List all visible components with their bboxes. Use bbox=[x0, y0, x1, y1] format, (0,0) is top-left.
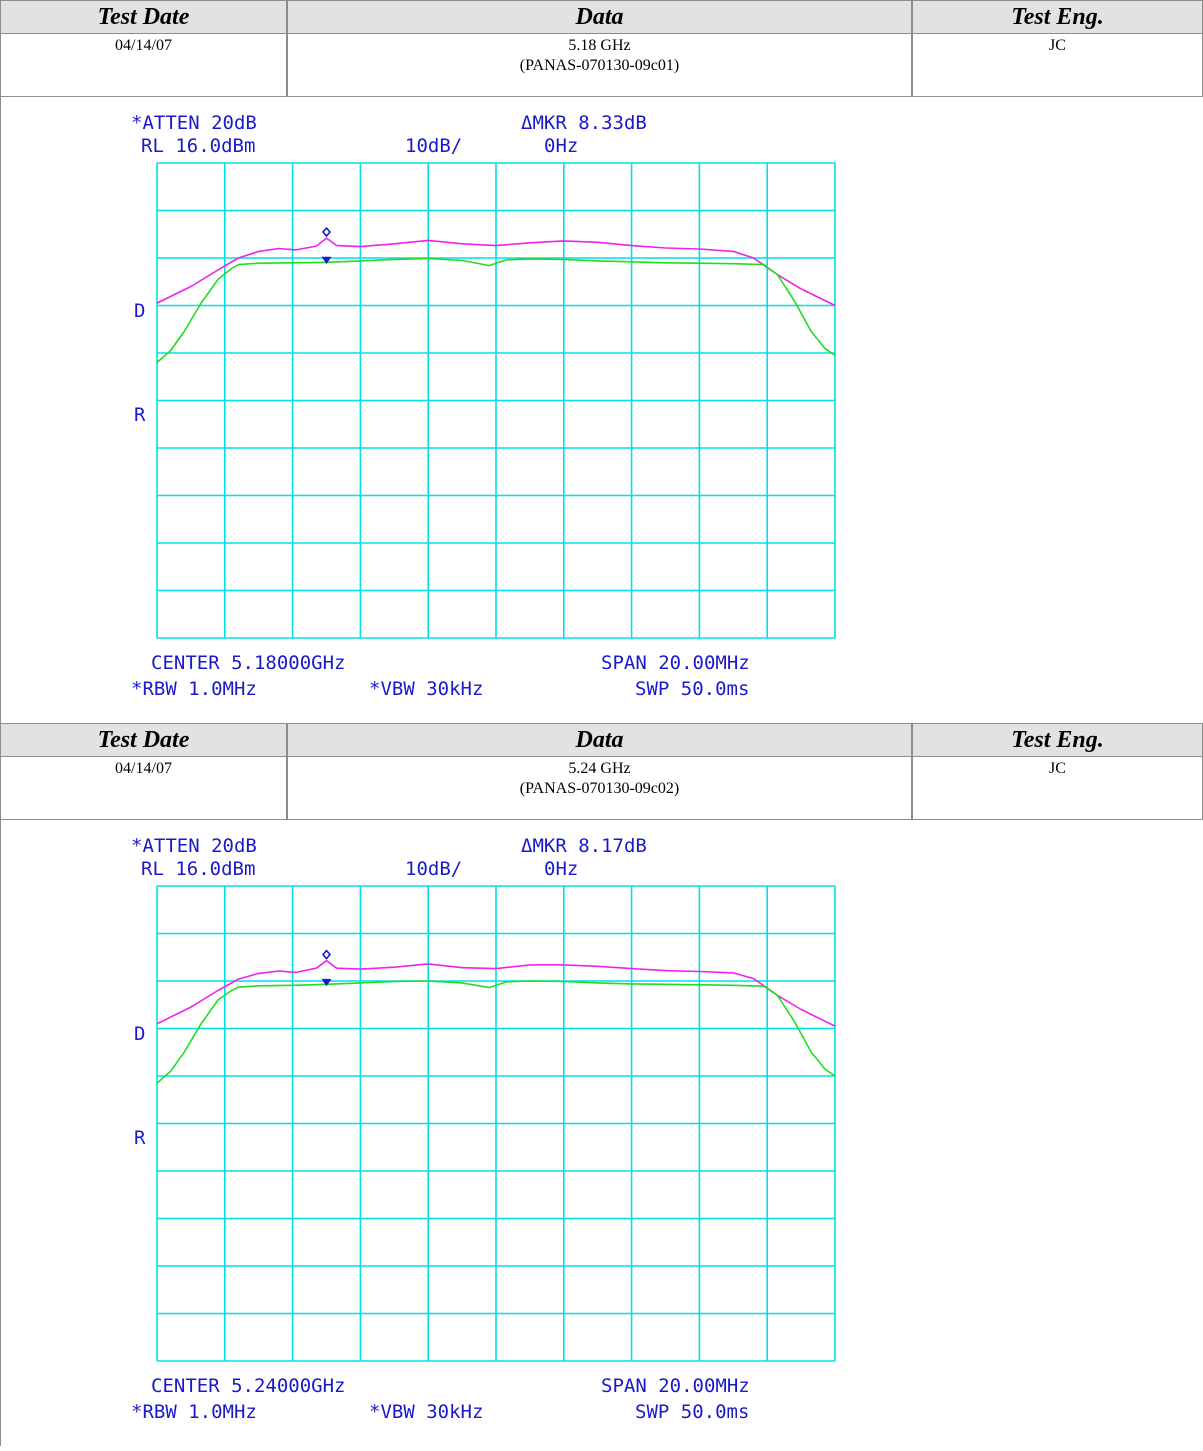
r-label: R bbox=[134, 404, 146, 426]
trace-average bbox=[156, 257, 836, 364]
frequency-value: 5.24 GHz bbox=[568, 760, 631, 777]
span-label: SPAN 20.00MHz bbox=[601, 652, 750, 674]
scale-label: 10dB/ bbox=[405, 858, 462, 880]
test-date-value: 04/14/07 bbox=[0, 34, 287, 97]
header-data: Data bbox=[287, 0, 912, 34]
atten-label: *ATTEN 20dB bbox=[131, 835, 257, 857]
scale-label: 10dB/ bbox=[405, 135, 462, 157]
plot-area: *ATTEN 20dB ΔMKR 8.17dB RL 16.0dBm 10dB/… bbox=[0, 820, 1203, 1446]
d-label: D bbox=[134, 1023, 145, 1045]
r-label: R bbox=[134, 1127, 146, 1149]
data-row: 04/14/07 5.18 GHz (PANAS-070130-09c01) J… bbox=[0, 34, 1203, 97]
header-test-date: Test Date bbox=[0, 723, 287, 757]
data-value: 5.18 GHz (PANAS-070130-09c01) bbox=[287, 34, 912, 97]
reference-marker bbox=[321, 978, 332, 987]
sample-id: (PANAS-070130-09c01) bbox=[519, 57, 680, 74]
header-data: Data bbox=[287, 723, 912, 757]
header-test-eng: Test Eng. bbox=[912, 0, 1203, 34]
header-row: Test Date Data Test Eng. bbox=[0, 723, 1203, 757]
test-eng-value: JC bbox=[912, 34, 1203, 97]
rbw-label: *RBW 1.0MHz bbox=[131, 1401, 257, 1423]
trace-max-hold bbox=[156, 237, 836, 307]
peak-marker bbox=[321, 949, 332, 960]
marker-freq-label: 0Hz bbox=[544, 135, 578, 157]
marker-freq-label: 0Hz bbox=[544, 858, 578, 880]
test-date-value: 04/14/07 bbox=[0, 757, 287, 820]
reference-marker bbox=[321, 256, 332, 265]
data-row: 04/14/07 5.24 GHz (PANAS-070130-09c02) J… bbox=[0, 757, 1203, 820]
peak-marker bbox=[321, 226, 332, 238]
d-label: D bbox=[134, 300, 145, 322]
sweep-label: SWP 50.0ms bbox=[635, 1401, 749, 1423]
trace-average bbox=[156, 980, 836, 1084]
sample-id: (PANAS-070130-09c02) bbox=[519, 780, 680, 797]
test-eng-value: JC bbox=[912, 757, 1203, 820]
spectrum-plot-2: *ATTEN 20dB ΔMKR 8.17dB RL 16.0dBm 10dB/… bbox=[131, 835, 836, 1423]
spectrum-plot-1: *ATTEN 20dB ΔMKR 8.33dB RL 16.0dBm 10dB/… bbox=[131, 112, 836, 700]
vbw-label: *VBW 30kHz bbox=[369, 678, 483, 700]
vbw-label: *VBW 30kHz bbox=[369, 1401, 483, 1423]
ref-level-label: RL 16.0dBm bbox=[141, 135, 255, 157]
header-test-date: Test Date bbox=[0, 0, 287, 34]
rbw-label: *RBW 1.0MHz bbox=[131, 678, 257, 700]
center-freq-label: CENTER 5.24000GHz bbox=[151, 1375, 345, 1397]
delta-marker-label: ΔMKR 8.17dB bbox=[521, 835, 647, 857]
delta-marker-label: ΔMKR 8.33dB bbox=[521, 112, 647, 134]
sweep-label: SWP 50.0ms bbox=[635, 678, 749, 700]
data-value: 5.24 GHz (PANAS-070130-09c02) bbox=[287, 757, 912, 820]
span-label: SPAN 20.00MHz bbox=[601, 1375, 750, 1397]
plot-area: *ATTEN 20dB ΔMKR 8.33dB RL 16.0dBm 10dB/… bbox=[0, 97, 1203, 723]
ref-level-label: RL 16.0dBm bbox=[141, 858, 255, 880]
graticule bbox=[156, 162, 836, 639]
trace-max-hold bbox=[156, 959, 836, 1027]
graticule bbox=[156, 885, 836, 1362]
frequency-value: 5.18 GHz bbox=[568, 37, 631, 54]
header-row: Test Date Data Test Eng. bbox=[0, 0, 1203, 34]
center-freq-label: CENTER 5.18000GHz bbox=[151, 652, 345, 674]
atten-label: *ATTEN 20dB bbox=[131, 112, 257, 134]
header-test-eng: Test Eng. bbox=[912, 723, 1203, 757]
